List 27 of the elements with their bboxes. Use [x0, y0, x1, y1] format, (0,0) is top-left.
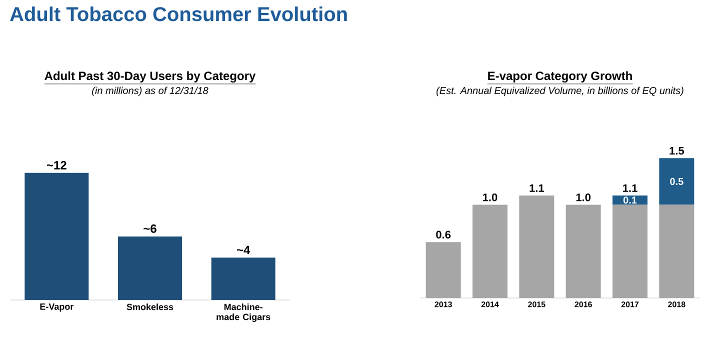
chart-subtitle: (Est. Annual Equivalized Volume, in billions of EQ units) [436, 86, 684, 96]
data-label: ~12 [46, 160, 66, 170]
chart-subtitle: (in millions) as of 12/31/18 [92, 86, 208, 96]
data-label: 0.5 [670, 178, 684, 186]
data-label: ~4 [236, 246, 250, 254]
total-label: 0.6 [436, 230, 451, 239]
data-label: 0.1 [623, 196, 637, 204]
x-tick-label: 2018 [668, 302, 686, 308]
x-tick-label: Smokeless [126, 304, 174, 310]
x-tick-label: E-Vapor [40, 304, 74, 312]
x-tick-label: Machine-made Cigars [216, 304, 270, 322]
x-tick-label: 2013 [434, 302, 452, 308]
bar [659, 158, 694, 205]
total-label: 1.1 [530, 184, 544, 192]
total-label: 1.0 [483, 193, 498, 202]
x-tick-label: 2014 [481, 302, 499, 308]
x-tick-label: 2017 [621, 302, 639, 308]
bar [612, 195, 648, 205]
chart-title: Adult Past 30-Day Users by Category [44, 71, 256, 83]
total-label: 1.1 [623, 184, 638, 192]
total-label: 1.5 [670, 146, 684, 155]
text: Adult Tobacco Consumer Evolution [10, 6, 347, 22]
x-tick-label: 2016 [574, 302, 592, 308]
chart-title: E-vapor Category Growth [488, 71, 632, 83]
total-label: 1.0 [576, 193, 591, 202]
data-label: ~6 [144, 224, 156, 233]
x-tick-label: 2015 [528, 302, 546, 308]
